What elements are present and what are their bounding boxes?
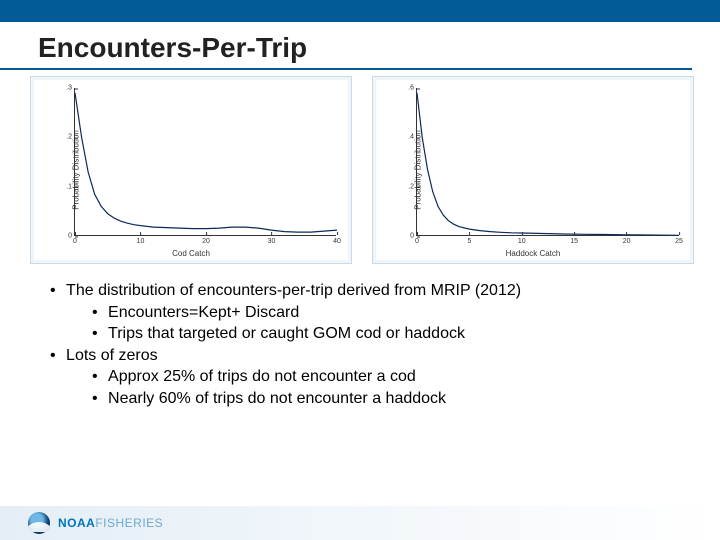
xtick: 20 [202, 235, 210, 245]
noaa-logo-icon [28, 512, 50, 534]
chart-cod-xlabel: Cod Catch [172, 249, 210, 258]
chart-cod-plot: 0.1.2.3 010203040 [74, 88, 336, 236]
xtick: 0 [415, 235, 419, 245]
slide-title: Encounters-Per-Trip [0, 22, 692, 70]
bullet-list: The distribution of encounters-per-trip … [0, 264, 720, 410]
bullet-item: Trips that targeted or caught GOM cod or… [50, 323, 680, 345]
ytick: .1 [66, 183, 75, 190]
xtick: 15 [570, 235, 578, 245]
bullet-item: Approx 25% of trips do not encounter a c… [50, 366, 680, 388]
xtick: 10 [518, 235, 526, 245]
ytick: .4 [408, 134, 417, 141]
ytick: .2 [408, 183, 417, 190]
chart-haddock-plot: 0.2.4.6 0510152025 [416, 88, 678, 236]
fisheries-text: FISHERIES [95, 516, 163, 530]
xtick: 10 [137, 235, 145, 245]
chart-haddock-xlabel: Haddock Catch [506, 249, 561, 258]
noaa-brand-text: NOAAFISHERIES [58, 516, 163, 530]
bullet-item: Lots of zeros [50, 345, 680, 367]
ytick: .3 [66, 85, 75, 92]
noaa-text: NOAA [58, 516, 95, 530]
chart-cod: Probability Distribution 0.1.2.3 0102030… [30, 76, 352, 264]
header-bar [0, 0, 720, 22]
bullet-item: Nearly 60% of trips do not encounter a h… [50, 388, 680, 410]
xtick: 0 [73, 235, 77, 245]
ytick: .2 [66, 134, 75, 141]
chart-cod-svg [75, 88, 336, 235]
xtick: 20 [623, 235, 631, 245]
chart-haddock-svg [417, 88, 678, 235]
xtick: 40 [333, 235, 341, 245]
bullet-item: Encounters=Kept+ Discard [50, 302, 680, 324]
xtick: 5 [467, 235, 471, 245]
xtick: 30 [268, 235, 276, 245]
footer: NOAAFISHERIES [0, 506, 720, 540]
xtick: 25 [675, 235, 683, 245]
chart-haddock: Probability Distribution 0.2.4.6 0510152… [372, 76, 694, 264]
bullet-item: The distribution of encounters-per-trip … [50, 280, 680, 302]
ytick: .6 [408, 85, 417, 92]
charts-row: Probability Distribution 0.1.2.3 0102030… [0, 70, 720, 264]
